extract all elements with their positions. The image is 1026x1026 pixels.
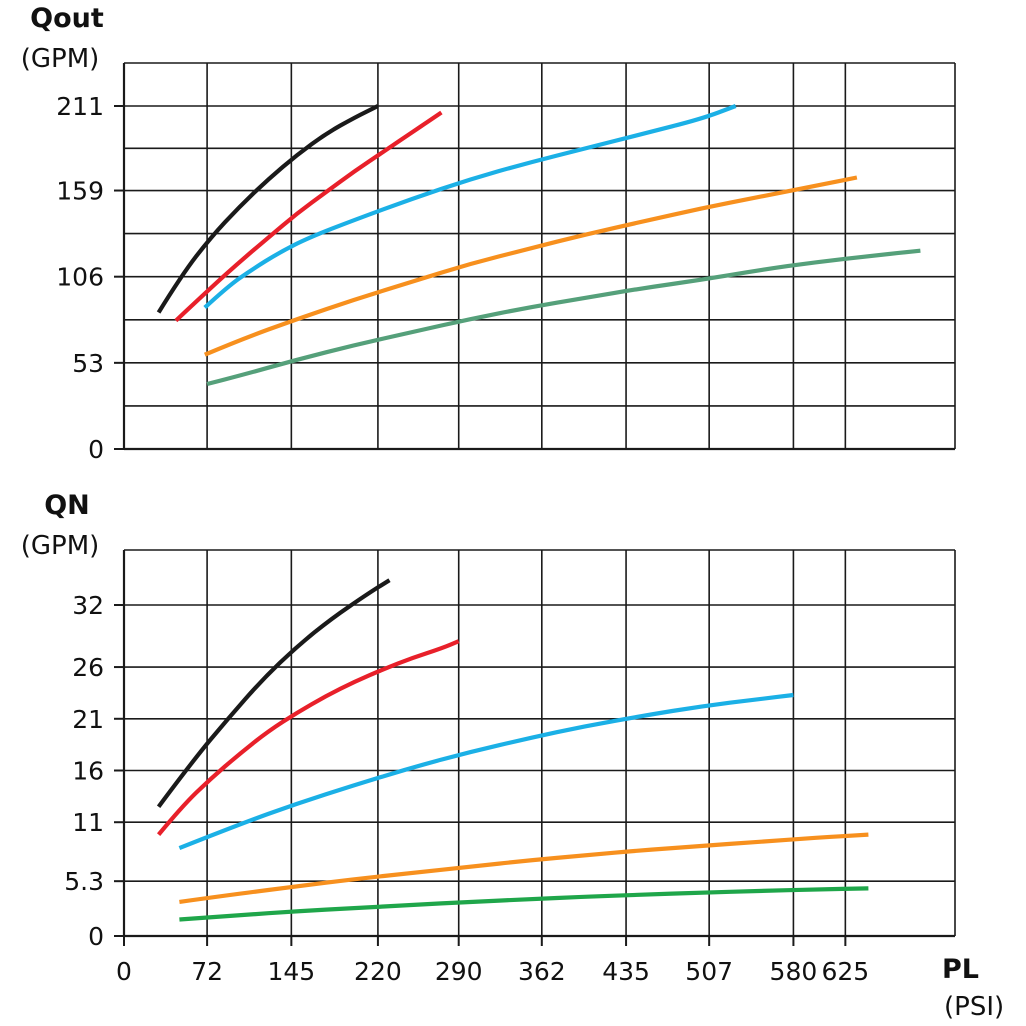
y-tick-label: 5.3 bbox=[64, 867, 104, 896]
x-tick-label: 72 bbox=[191, 957, 223, 986]
x-tick-label: 507 bbox=[685, 957, 733, 986]
x-tick-label: 625 bbox=[821, 957, 869, 986]
series-line-green bbox=[179, 886, 869, 922]
y-tick-label: 0 bbox=[88, 435, 104, 464]
y-tick-label: 32 bbox=[72, 591, 104, 620]
y-tick-label: 0 bbox=[88, 922, 104, 951]
y-tick-label: 11 bbox=[72, 808, 104, 837]
x-tick-label: 435 bbox=[602, 957, 650, 986]
x-tick-label: 290 bbox=[435, 957, 483, 986]
y-axis-title: Qout bbox=[30, 3, 104, 34]
y-axis-title: QN bbox=[44, 490, 90, 521]
series-line-red bbox=[156, 639, 460, 836]
qout-chart-panel: 0 53 106 159 211 Qout (GPM) bbox=[21, 3, 956, 464]
y-tick-label: 159 bbox=[56, 177, 104, 206]
y-tick-label: 26 bbox=[72, 653, 104, 682]
x-axis-unit: (PSI) bbox=[944, 992, 1004, 1022]
series-line-black bbox=[156, 578, 391, 808]
series-line-orange bbox=[179, 832, 869, 904]
x-tick-label: 145 bbox=[267, 957, 315, 986]
y-axis-unit: (GPM) bbox=[21, 531, 100, 561]
x-tick-label: 0 bbox=[116, 957, 132, 986]
y-tick-label: 16 bbox=[72, 757, 104, 786]
y-tick-label: 106 bbox=[56, 263, 104, 292]
series-line-orange bbox=[203, 175, 858, 357]
series-line-blue bbox=[178, 692, 794, 851]
y-tick-label: 211 bbox=[56, 92, 104, 121]
y-tick-label: 21 bbox=[72, 705, 104, 734]
x-tick-label: 220 bbox=[354, 957, 402, 986]
y-axis-unit: (GPM) bbox=[21, 44, 100, 74]
y-tick-label: 53 bbox=[72, 349, 104, 378]
series-line-red bbox=[174, 110, 443, 323]
series-line-black bbox=[156, 104, 379, 314]
qn-chart-panel: 0 5.3 11 16 21 26 32 0 72 145 220 290 362 435 507 580 62… bbox=[21, 490, 1004, 1022]
series-line-green bbox=[206, 248, 921, 387]
x-tick-label: 580 bbox=[770, 957, 818, 986]
series-line-blue bbox=[203, 104, 737, 310]
x-tick-label: 362 bbox=[518, 957, 566, 986]
x-axis-title: PL bbox=[942, 954, 979, 985]
